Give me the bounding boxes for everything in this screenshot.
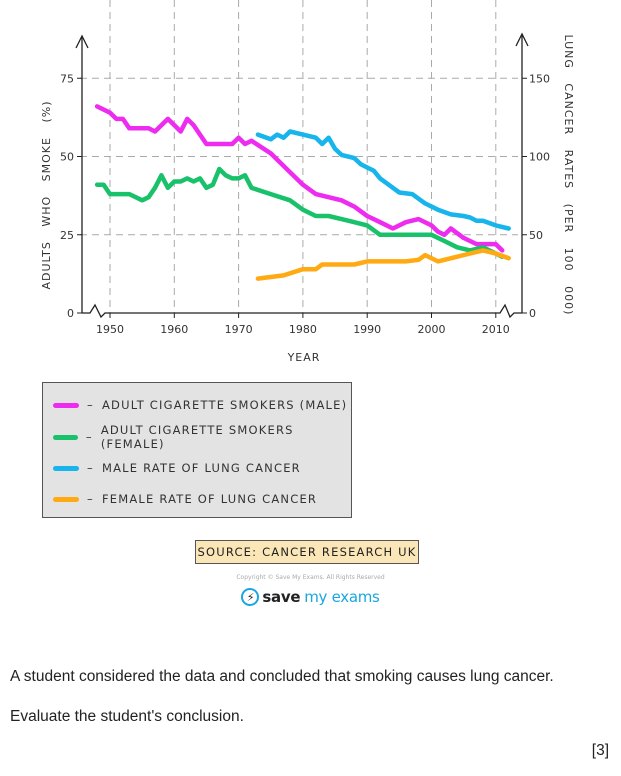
legend-swatch bbox=[53, 496, 79, 502]
series-line-1 bbox=[94, 166, 505, 259]
marks-label: [3] bbox=[591, 742, 609, 759]
legend-swatch bbox=[53, 465, 79, 471]
question-prompt: Evaluate the student's conclusion. bbox=[10, 708, 244, 725]
legend-dash: – bbox=[85, 430, 93, 444]
y-axis-right-title: LUNG CANCER RATES (PER 100 000) bbox=[562, 35, 575, 316]
y-axis-left-title: ADULTS WHO SMOKE (%) bbox=[40, 101, 53, 290]
y-left-tick-label: 50 bbox=[60, 151, 74, 164]
x-tick-label: 1980 bbox=[289, 323, 317, 336]
y-left-tick-label: 75 bbox=[60, 72, 74, 85]
legend-dash: – bbox=[87, 398, 94, 412]
x-tick-label: 2000 bbox=[418, 323, 446, 336]
y-right-tick-label: 0 bbox=[529, 307, 536, 320]
y-left-tick-label: 25 bbox=[60, 229, 74, 242]
series-lines bbox=[94, 104, 511, 281]
grid bbox=[80, 0, 518, 313]
brand-name: my exams bbox=[304, 588, 380, 606]
y-axis-left-arrow bbox=[75, 34, 89, 49]
y-right-tick-label: 50 bbox=[529, 229, 543, 242]
question-statement: A student considered the data and conclu… bbox=[10, 668, 554, 685]
legend-item-female-cancer: – FEMALE RATE OF LUNG CANCER bbox=[53, 491, 317, 507]
x-tick-label: 1960 bbox=[160, 323, 188, 336]
x-tick-label: 1950 bbox=[96, 323, 124, 336]
x-tick-label: 1970 bbox=[225, 323, 253, 336]
legend-dash: – bbox=[87, 492, 94, 506]
legend-swatch bbox=[53, 434, 78, 440]
legend-item-female-smokers: – ADULT CIGARETTE SMOKERS (FEMALE) bbox=[53, 423, 351, 451]
series-line-3 bbox=[255, 248, 511, 281]
legend-label: MALE RATE OF LUNG CANCER bbox=[101, 461, 301, 475]
y-axis-right-arrow bbox=[515, 32, 529, 47]
line-chart: 1950 1960 1970 1980 1990 2000 2010 0 25 50 75 0 50 10… bbox=[40, 0, 575, 364]
legend-dash: – bbox=[87, 461, 94, 475]
axes bbox=[75, 32, 529, 319]
legend-label: ADULT CIGARETTE SMOKERS (FEMALE) bbox=[100, 423, 294, 451]
x-axis-title: YEAR bbox=[287, 351, 321, 364]
y-left-tick-label: 0 bbox=[67, 307, 74, 320]
y-right-tick-label: 100 bbox=[529, 151, 550, 164]
x-tick-label: 1990 bbox=[353, 323, 381, 336]
legend-swatch bbox=[53, 402, 79, 408]
legend-label: ADULT CIGARETTE SMOKERS (MALE) bbox=[101, 398, 348, 412]
source-label: SOURCE: CANCER RESEARCH UK bbox=[195, 540, 419, 564]
legend: – ADULT CIGARETTE SMOKERS (MALE) – ADULT… bbox=[42, 382, 352, 518]
brand-save: save bbox=[262, 588, 301, 606]
legend-item-male-cancer: – MALE RATE OF LUNG CANCER bbox=[53, 460, 301, 476]
x-axis bbox=[82, 303, 522, 319]
legend-item-male-smokers: – ADULT CIGARETTE SMOKERS (MALE) bbox=[53, 397, 347, 413]
tick-labels: 1950 1960 1970 1980 1990 2000 2010 0 25 50 75 0 50 10… bbox=[60, 72, 550, 336]
legend-label: FEMALE RATE OF LUNG CANCER bbox=[101, 492, 318, 506]
lightning-icon: ⚡ bbox=[241, 588, 260, 606]
brand-logo: ⚡ save my exams bbox=[0, 588, 621, 606]
copyright-text: Copyright © Save My Exams. All Rights Re… bbox=[236, 574, 385, 581]
series-line-2 bbox=[255, 129, 511, 231]
y-right-tick-label: 150 bbox=[529, 72, 550, 85]
x-tick-label: 2010 bbox=[482, 323, 510, 336]
series-line-0 bbox=[94, 104, 505, 253]
